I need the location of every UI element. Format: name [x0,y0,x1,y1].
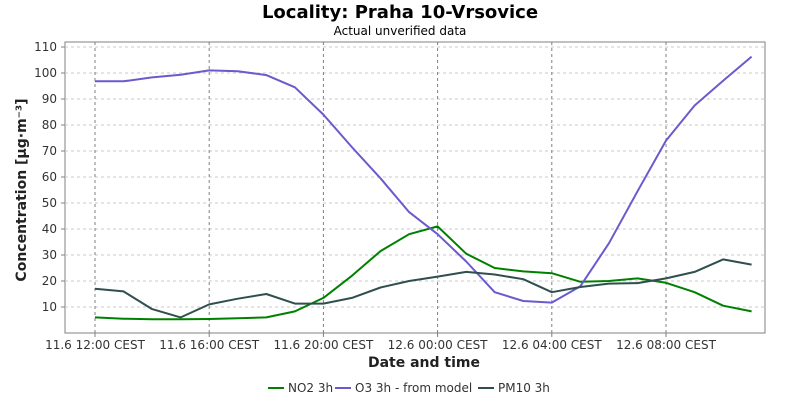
series-line-2 [94,258,752,319]
y-tick-label: 10 [42,300,57,314]
series-line-0 [94,225,752,321]
series-line-1 [95,55,753,304]
legend-label: PM10 3h [498,381,550,395]
y-tick-label: 20 [42,274,57,288]
series-lines [94,55,753,321]
x-tick-label: 11.6 12:00 CEST [45,338,146,352]
y-tick-label: 70 [42,144,57,158]
y-axis-label: Concentration [µg·m⁻³] [14,98,30,281]
y-tick-label: 90 [42,92,57,106]
gridlines [64,41,766,334]
x-tick-label: 11.6 20:00 CEST [273,338,374,352]
chart-subtitle: Actual unverified data [334,24,467,38]
legend: NO2 3h O3 3h - from model PM10 3h [268,381,550,395]
legend-label: NO2 3h [288,381,333,395]
legend-label: O3 3h - from model [355,381,472,395]
chart-title: Locality: Praha 10-Vrsovice [262,2,538,23]
x-tick-label: 12.6 04:00 CEST [502,338,603,352]
axes: 10 20 30 40 50 60 70 80 90 100 110 11.6 12:00 CEST 1… [34,40,716,352]
x-tick-label: 12.6 08:00 CEST [616,338,717,352]
y-tick-label: 100 [34,66,57,80]
y-tick-label: 40 [42,222,57,236]
plot-area [64,41,766,334]
y-tick-label: 60 [42,170,57,184]
x-axis-label: Date and time [368,355,480,371]
x-tick-label: 11.6 16:00 CEST [159,338,260,352]
y-tick-label: 80 [42,118,57,132]
x-tick-label: 12.6 00:00 CEST [388,338,489,352]
y-tick-label: 50 [42,196,57,210]
y-tick-label: 30 [42,248,57,262]
y-tick-label: 110 [34,40,57,54]
